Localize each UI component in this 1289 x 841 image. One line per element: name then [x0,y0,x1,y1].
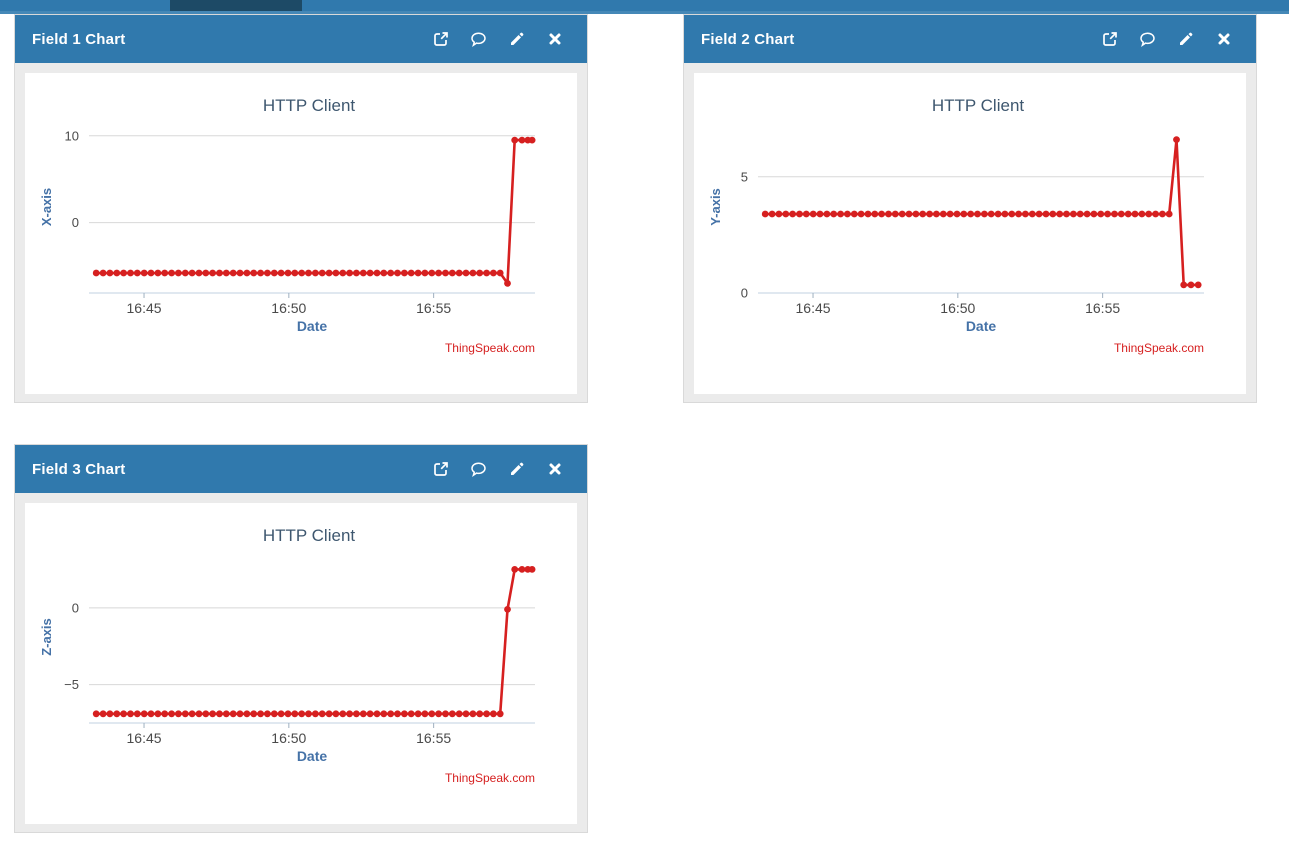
panel-actions [432,461,563,478]
svg-text:Y-axis: Y-axis [708,188,723,226]
svg-text:16:50: 16:50 [271,730,306,746]
panel-body: HTTP Client 0 5 16:45 16:50 16:55 Date Y-axis Th… [684,63,1256,404]
svg-text:ThingSpeak.com: ThingSpeak.com [445,771,535,785]
svg-text:HTTP Client: HTTP Client [263,96,356,115]
panel-body: HTTP Client 0 10 16:45 16:50 16:55 Date X-axis T… [15,63,587,404]
panel-actions [432,31,563,48]
close-icon[interactable] [546,31,563,48]
external-link-icon[interactable] [432,461,449,478]
svg-text:X-axis: X-axis [39,188,54,226]
close-icon[interactable] [1215,31,1232,48]
svg-text:16:45: 16:45 [127,300,162,316]
svg-text:16:55: 16:55 [416,300,451,316]
panel-actions [1101,31,1232,48]
field2-chart-panel: Field 2 Chart HTTP Client 0 5 16:45 16:50 16:… [683,14,1257,403]
svg-text:Date: Date [297,318,328,334]
external-link-icon[interactable] [432,31,449,48]
svg-text:16:55: 16:55 [1085,300,1120,316]
comment-icon[interactable] [470,461,487,478]
svg-text:0: 0 [72,600,79,615]
svg-text:ThingSpeak.com: ThingSpeak.com [1114,341,1204,355]
pencil-icon[interactable] [1177,31,1194,48]
panel-header: Field 1 Chart [15,15,587,63]
panel-header: Field 3 Chart [15,445,587,493]
svg-text:10: 10 [65,128,79,143]
svg-text:HTTP Client: HTTP Client [263,526,356,545]
comment-icon[interactable] [1139,31,1156,48]
svg-text:HTTP Client: HTTP Client [932,96,1025,115]
svg-text:Z-axis: Z-axis [39,618,54,656]
svg-text:16:50: 16:50 [940,300,975,316]
field2-chart: HTTP Client 0 5 16:45 16:50 16:55 Date Y-axis Th… [694,73,1246,394]
navbar [0,0,1289,11]
navbar-active-tab[interactable] [170,0,302,11]
field3-chart: HTTP Client −5 0 16:45 16:50 16:55 Date Z-axis T… [25,503,577,824]
pencil-icon[interactable] [508,461,525,478]
pencil-icon[interactable] [508,31,525,48]
svg-text:−5: −5 [64,677,79,692]
field1-chart: HTTP Client 0 10 16:45 16:50 16:55 Date X-axis T… [25,73,577,394]
svg-text:16:45: 16:45 [127,730,162,746]
external-link-icon[interactable] [1101,31,1118,48]
svg-text:Date: Date [297,748,328,764]
panel-title: Field 1 Chart [32,30,126,48]
panel-header: Field 2 Chart [684,15,1256,63]
svg-text:0: 0 [72,215,79,230]
navbar-underline [0,11,1289,14]
panel-body: HTTP Client −5 0 16:45 16:50 16:55 Date Z-axis T… [15,493,587,834]
panel-title: Field 2 Chart [701,30,795,48]
svg-text:16:55: 16:55 [416,730,451,746]
svg-text:16:45: 16:45 [796,300,831,316]
svg-text:16:50: 16:50 [271,300,306,316]
svg-text:5: 5 [741,169,748,184]
field3-chart-panel: Field 3 Chart HTTP Client −5 0 16:45 16:50 16… [14,444,588,833]
svg-text:0: 0 [741,286,748,301]
svg-text:Date: Date [966,318,997,334]
svg-text:ThingSpeak.com: ThingSpeak.com [445,341,535,355]
field1-chart-panel: Field 1 Chart HTTP Client 0 10 16:45 16:50 16… [14,14,588,403]
comment-icon[interactable] [470,31,487,48]
panel-title: Field 3 Chart [32,460,126,478]
close-icon[interactable] [546,461,563,478]
